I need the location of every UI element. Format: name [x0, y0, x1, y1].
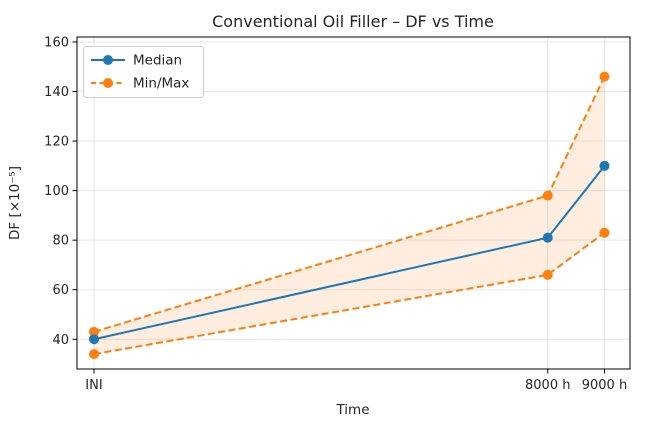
y-axis-label: DF [×10⁻⁵]: [7, 166, 23, 240]
data-point-max: [599, 71, 610, 82]
y-tick-label: 80: [52, 234, 69, 249]
x-tick-label: INI: [85, 378, 102, 393]
y-tick-label: 100: [44, 184, 69, 199]
data-point-median: [542, 232, 553, 243]
data-point-min: [89, 349, 100, 360]
x-axis-label: Time: [335, 402, 369, 418]
legend-minmax-marker: [103, 78, 113, 88]
minmax-band: [94, 76, 605, 355]
x-tick-label: 8000 h: [525, 378, 570, 393]
data-point-median: [89, 334, 100, 345]
legend-item-minmax: Min/Max: [91, 76, 189, 92]
legend-median-marker: [103, 55, 113, 65]
plot-spines: [76, 36, 631, 370]
legend: Median Min/Max: [83, 46, 204, 98]
legend-minmax-label: Min/Max: [133, 76, 189, 92]
x-tick-label: 9000 h: [582, 378, 627, 393]
data-point-min: [599, 227, 610, 238]
data-point-max: [542, 190, 553, 201]
y-tick-label: 60: [52, 283, 69, 298]
chart-title: Conventional Oil Filler – DF vs Time: [212, 12, 494, 31]
legend-item-median: Median: [91, 53, 182, 69]
y-tick-label: 40: [52, 333, 69, 348]
data-point-max: [89, 326, 100, 337]
legend-median-label: Median: [133, 53, 182, 69]
y-tick-label: 120: [44, 135, 69, 150]
data-point-min: [542, 269, 553, 280]
tick-layer: 40 60 80 100 120 140 160 INI 8000 h 9000 h: [44, 35, 627, 393]
series-layer: [89, 71, 610, 360]
band-layer: [94, 76, 605, 355]
series-line-min: [93, 231, 606, 356]
data-point-median: [599, 160, 610, 171]
y-tick-label: 140: [44, 85, 69, 100]
y-tick-label: 160: [44, 35, 69, 50]
